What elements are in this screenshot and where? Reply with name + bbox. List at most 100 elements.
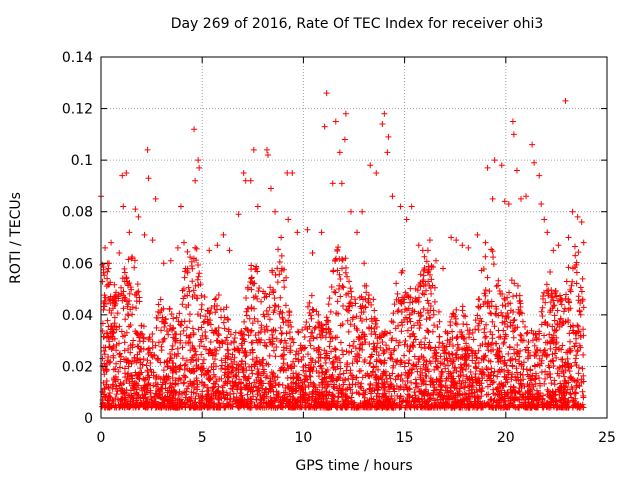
data-point [385, 133, 392, 140]
data-point [276, 259, 283, 266]
data-point [270, 347, 277, 354]
data-point [226, 395, 233, 402]
data-point [177, 339, 184, 346]
data-point [327, 338, 334, 345]
data-point [220, 319, 227, 326]
data-point [308, 315, 315, 322]
data-point [425, 268, 432, 275]
data-point [183, 324, 190, 331]
data-point [405, 360, 412, 367]
data-point [194, 276, 201, 283]
data-point [497, 387, 504, 394]
data-point [362, 339, 369, 346]
data-point [128, 360, 135, 367]
data-point [342, 110, 349, 117]
data-point [517, 347, 524, 354]
data-point [448, 234, 455, 241]
data-point [182, 268, 189, 275]
data-point [532, 375, 539, 382]
data-point [553, 293, 560, 300]
data-point [294, 229, 301, 236]
data-point [332, 118, 339, 125]
data-point [308, 292, 315, 299]
data-point [283, 340, 290, 347]
data-point [315, 373, 322, 380]
data-point [196, 343, 203, 350]
data-point [129, 254, 136, 261]
data-point [413, 379, 420, 386]
data-point [565, 360, 572, 367]
data-point [466, 331, 473, 338]
y-tick-label: 0.08 [62, 205, 93, 221]
data-point [445, 362, 452, 369]
data-point [101, 333, 108, 340]
data-point [372, 320, 379, 327]
data-point [133, 298, 140, 305]
data-point [335, 244, 342, 251]
data-point [569, 208, 576, 215]
data-point [402, 337, 409, 344]
data-point [181, 293, 188, 300]
data-point [189, 278, 196, 285]
data-point [546, 331, 553, 338]
data-point [514, 341, 521, 348]
data-point [453, 368, 460, 375]
data-point [244, 326, 251, 333]
data-point [143, 362, 150, 369]
data-point [347, 299, 354, 306]
data-point [543, 281, 550, 288]
x-tick-label: 10 [294, 430, 312, 446]
data-point [340, 351, 347, 358]
data-point [367, 390, 374, 397]
data-point [517, 331, 524, 338]
data-point [306, 337, 313, 344]
data-point [575, 323, 582, 330]
data-point [363, 316, 370, 323]
data-point [232, 372, 239, 379]
data-point [397, 383, 404, 390]
data-point [367, 162, 374, 169]
data-point [513, 167, 520, 174]
data-point [246, 315, 253, 322]
data-point [393, 337, 400, 344]
data-point [247, 328, 254, 335]
data-point [159, 379, 166, 386]
data-point [115, 368, 122, 375]
data-point [127, 349, 134, 356]
data-point [553, 354, 560, 361]
data-point [122, 316, 129, 323]
data-point [520, 366, 527, 373]
data-point [353, 357, 360, 364]
data-point [250, 146, 257, 153]
data-point [475, 395, 482, 402]
data-point [408, 379, 415, 386]
data-point [104, 317, 111, 324]
data-point [106, 390, 113, 397]
data-point [266, 385, 273, 392]
data-point [373, 170, 380, 177]
data-point [519, 318, 526, 325]
data-point [253, 265, 260, 272]
data-point [484, 383, 491, 390]
data-point [269, 331, 276, 338]
data-point [186, 311, 193, 318]
data-point [296, 371, 303, 378]
data-point [299, 326, 306, 333]
data-point [465, 244, 472, 251]
data-point [367, 359, 374, 366]
data-point [270, 309, 277, 316]
data-point [161, 335, 168, 342]
data-point [355, 336, 362, 343]
data-point [554, 307, 561, 314]
data-point [126, 229, 133, 236]
data-point [322, 359, 329, 366]
data-point [268, 369, 275, 376]
data-point [119, 333, 126, 340]
data-point [147, 389, 154, 396]
data-point [479, 341, 486, 348]
data-point [488, 365, 495, 372]
data-point [411, 389, 418, 396]
data-point [220, 231, 227, 238]
data-point [447, 318, 454, 325]
data-point [510, 293, 517, 300]
